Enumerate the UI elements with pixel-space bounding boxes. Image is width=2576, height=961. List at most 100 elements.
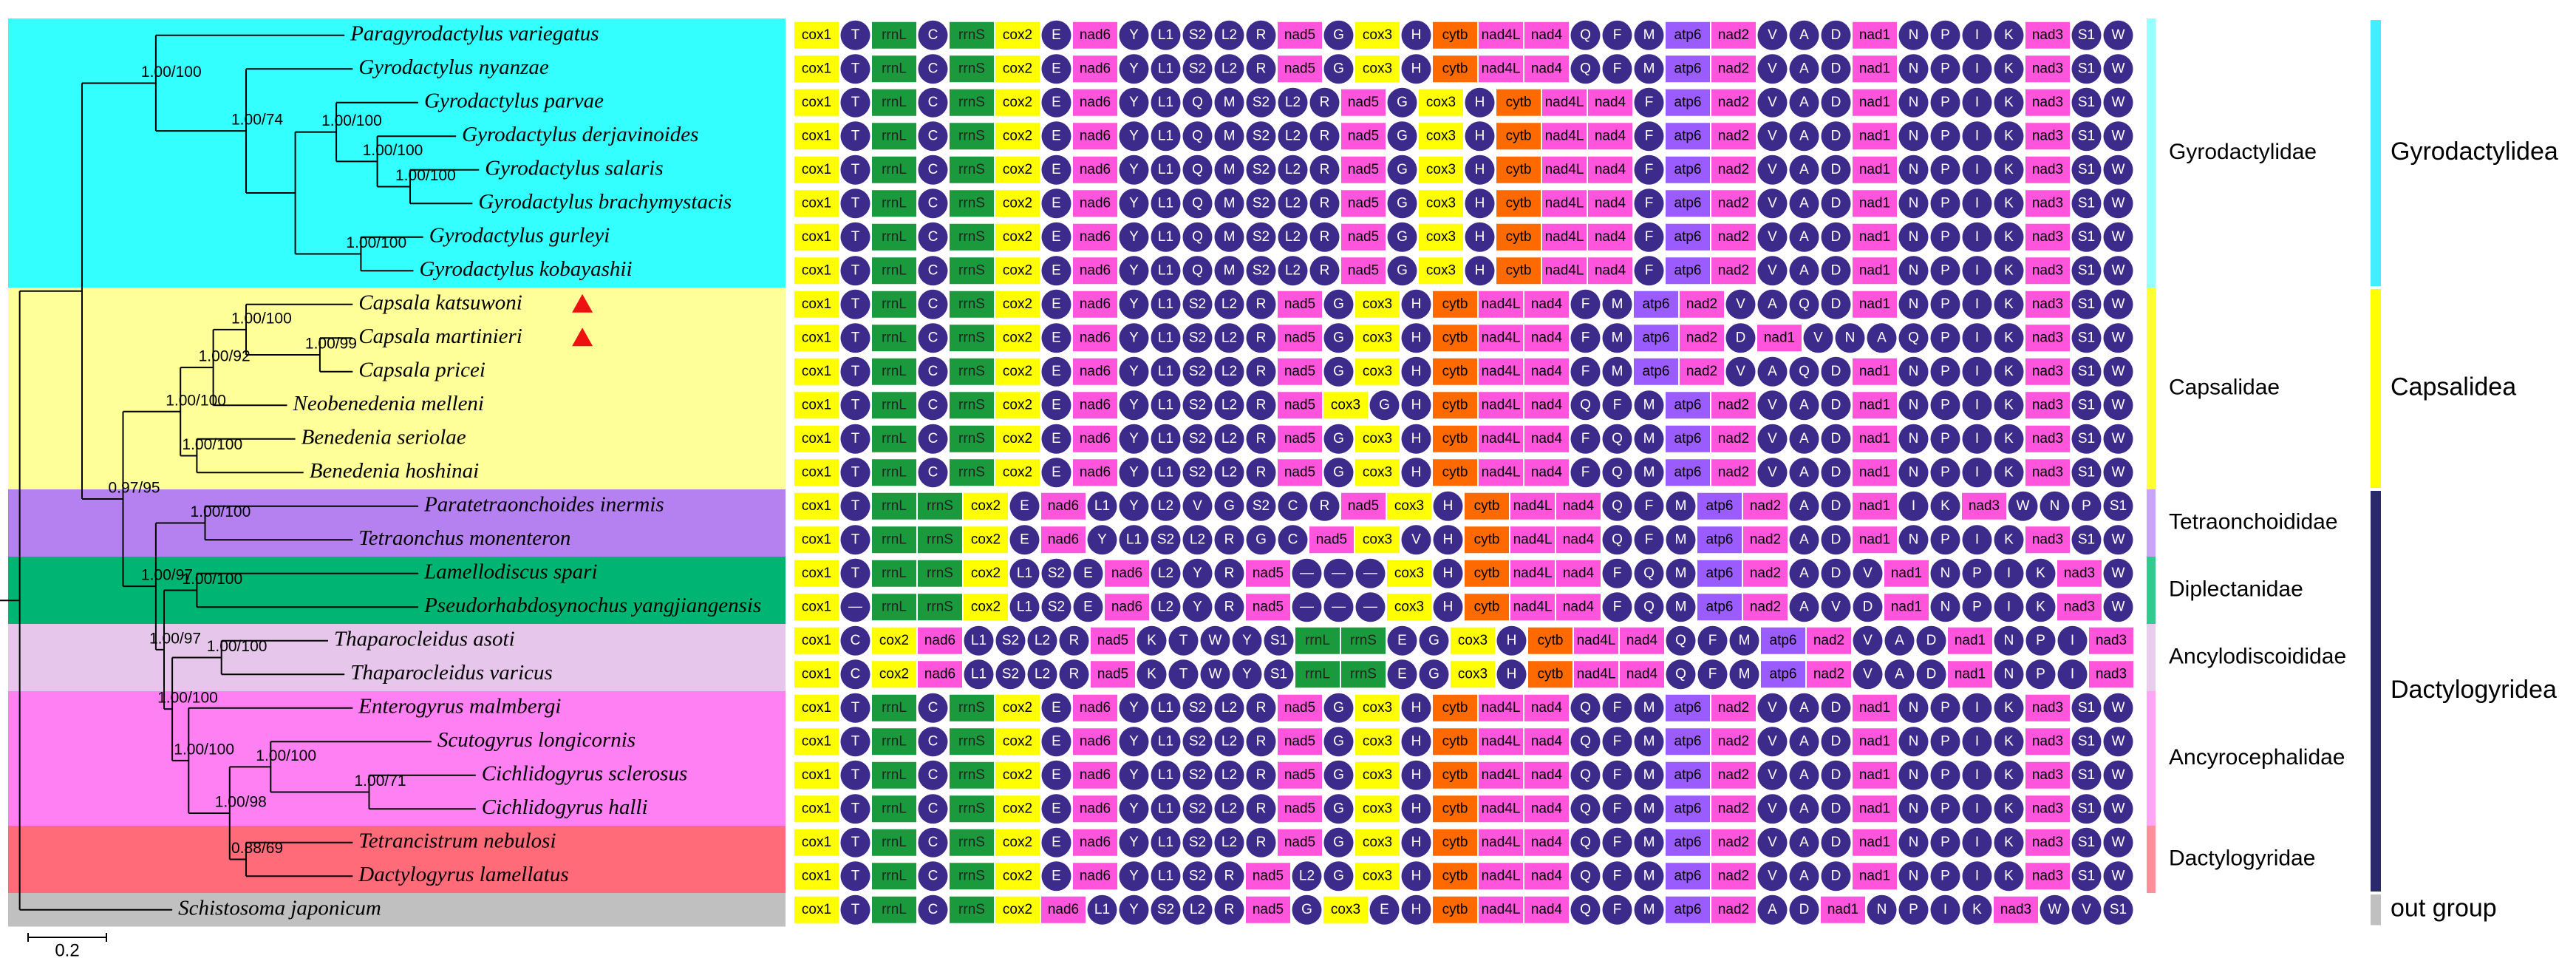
gene-label: N: [1909, 868, 1919, 883]
gene-label: G: [1255, 532, 1267, 547]
trna-circle: [1323, 20, 1354, 50]
gene-label: nad4L: [1577, 633, 1616, 648]
gene-label: K: [1972, 902, 1982, 917]
gene-label: P: [1940, 95, 1950, 110]
gene-label: P: [1940, 262, 1950, 278]
gene-label: M: [1224, 229, 1236, 245]
gene-label: A: [1768, 364, 1777, 379]
gene-label: V: [2082, 902, 2091, 917]
support-value: 1.00/100: [174, 741, 234, 758]
gene-label: K: [2004, 431, 2014, 446]
gene-label: Y: [1129, 397, 1139, 412]
gene-box: [1542, 190, 1587, 217]
gene-label: A: [1799, 95, 1809, 110]
gene-label: nad1: [1859, 700, 1890, 716]
gene-label: nad2: [1718, 128, 1749, 143]
trna-circle: [1994, 87, 2024, 118]
gene-label: R: [1224, 902, 1235, 917]
scale-bar-label: 0.2: [55, 940, 79, 960]
gene-label: cox3: [1426, 128, 1456, 143]
trna-circle: [1182, 356, 1213, 387]
gene-box: [1542, 156, 1587, 183]
gene-label: cytb: [1442, 364, 1468, 379]
gene-label: cox3: [1426, 262, 1456, 278]
gene-box: [1496, 89, 1541, 116]
gene-label: nad3: [2032, 296, 2063, 312]
trna-circle: [1323, 323, 1354, 353]
gene-label: nad6: [1080, 835, 1111, 850]
gene-label: Y: [1129, 767, 1139, 783]
gene-label: rrnS: [958, 61, 985, 76]
gene-label: nad5: [1284, 733, 1315, 749]
support-value: 1.00/100: [231, 310, 292, 327]
gene-label: cox2: [971, 566, 1001, 581]
gene-label: nad2: [1718, 868, 1749, 883]
gene-box: [1542, 123, 1587, 150]
gene-label: nad6: [1048, 498, 1079, 514]
gene-label: R: [1320, 195, 1330, 211]
gene-box: [794, 55, 839, 83]
gene-label: cox2: [971, 599, 1001, 614]
gene-label: Q: [1580, 397, 1591, 412]
gene-label: cox1: [802, 700, 831, 716]
gene-label: nad6: [1080, 262, 1111, 278]
gene-label: P: [1940, 128, 1950, 143]
gene-label: R: [1256, 27, 1267, 43]
gene-label: H: [1475, 95, 1485, 110]
gene-label: H: [1475, 128, 1485, 143]
gene-box: [1433, 55, 1477, 83]
gene-label: S1: [2078, 330, 2095, 345]
gene-label: L2: [1221, 27, 1237, 43]
gene-label: T: [851, 566, 860, 581]
trna-circle: [1151, 87, 1181, 118]
gene-label: cox3: [1426, 95, 1456, 110]
family-label: Ancyrocephalidae: [2169, 745, 2345, 770]
gene-label: nad4: [1595, 95, 1626, 110]
gene-label: rrnS: [958, 128, 985, 143]
gene-label: nad4: [1531, 61, 1563, 76]
gene-box: [1711, 89, 1756, 116]
trna-circle: [1119, 121, 1149, 152]
trna-circle: [1465, 189, 1495, 219]
gene-label: L2: [1221, 330, 1237, 345]
gene-label: Q: [1192, 229, 1203, 245]
trna-circle: [840, 222, 870, 252]
gene-box: [995, 123, 1040, 150]
gene-label: rrnL: [882, 566, 907, 581]
gene-label: H: [1411, 464, 1422, 480]
gene-label: nad5: [1253, 868, 1284, 883]
gene-label: nad4: [1563, 566, 1595, 581]
gene-label: C: [928, 767, 938, 783]
trna-circle: [1821, 256, 1851, 286]
gene-label: nad2: [1686, 296, 1717, 312]
trna-circle: [1962, 189, 1992, 219]
gene-label: I: [1975, 767, 1979, 783]
gene-label: Y: [1129, 700, 1139, 716]
gene-label: E: [1052, 767, 1061, 783]
gene-label: E: [1052, 330, 1061, 345]
gene-label: cox3: [1426, 229, 1456, 245]
taxon-name: Cichlidogyrus sclerosus: [482, 761, 687, 785]
gene-label: cytb: [1442, 902, 1468, 917]
gene-label: N: [1940, 599, 1951, 614]
gene-label: cox3: [1363, 464, 1392, 480]
gene-box: [1073, 325, 1117, 352]
gene-label: cox3: [1363, 700, 1392, 716]
gene-label: I: [2071, 666, 2074, 682]
gene-box: [1278, 358, 1322, 385]
gene-label: F: [1645, 498, 1654, 514]
gene-label: H: [1507, 666, 1517, 682]
family-strip: [2147, 557, 2156, 624]
trna-circle: [1387, 154, 1417, 185]
trna-circle: [1182, 323, 1213, 353]
gene-label: D: [1831, 95, 1841, 110]
gene-label: F: [1613, 27, 1622, 43]
gene-label: nad1: [1859, 835, 1890, 850]
gene-label: P: [1940, 868, 1950, 883]
gene-label: T: [851, 162, 860, 177]
gene-label: nad4L: [1482, 868, 1521, 883]
gene-label: D: [1831, 128, 1841, 143]
trna-circle: [2103, 189, 2133, 219]
gene-label: nad2: [1718, 27, 1749, 43]
trna-circle: [1821, 20, 1851, 50]
